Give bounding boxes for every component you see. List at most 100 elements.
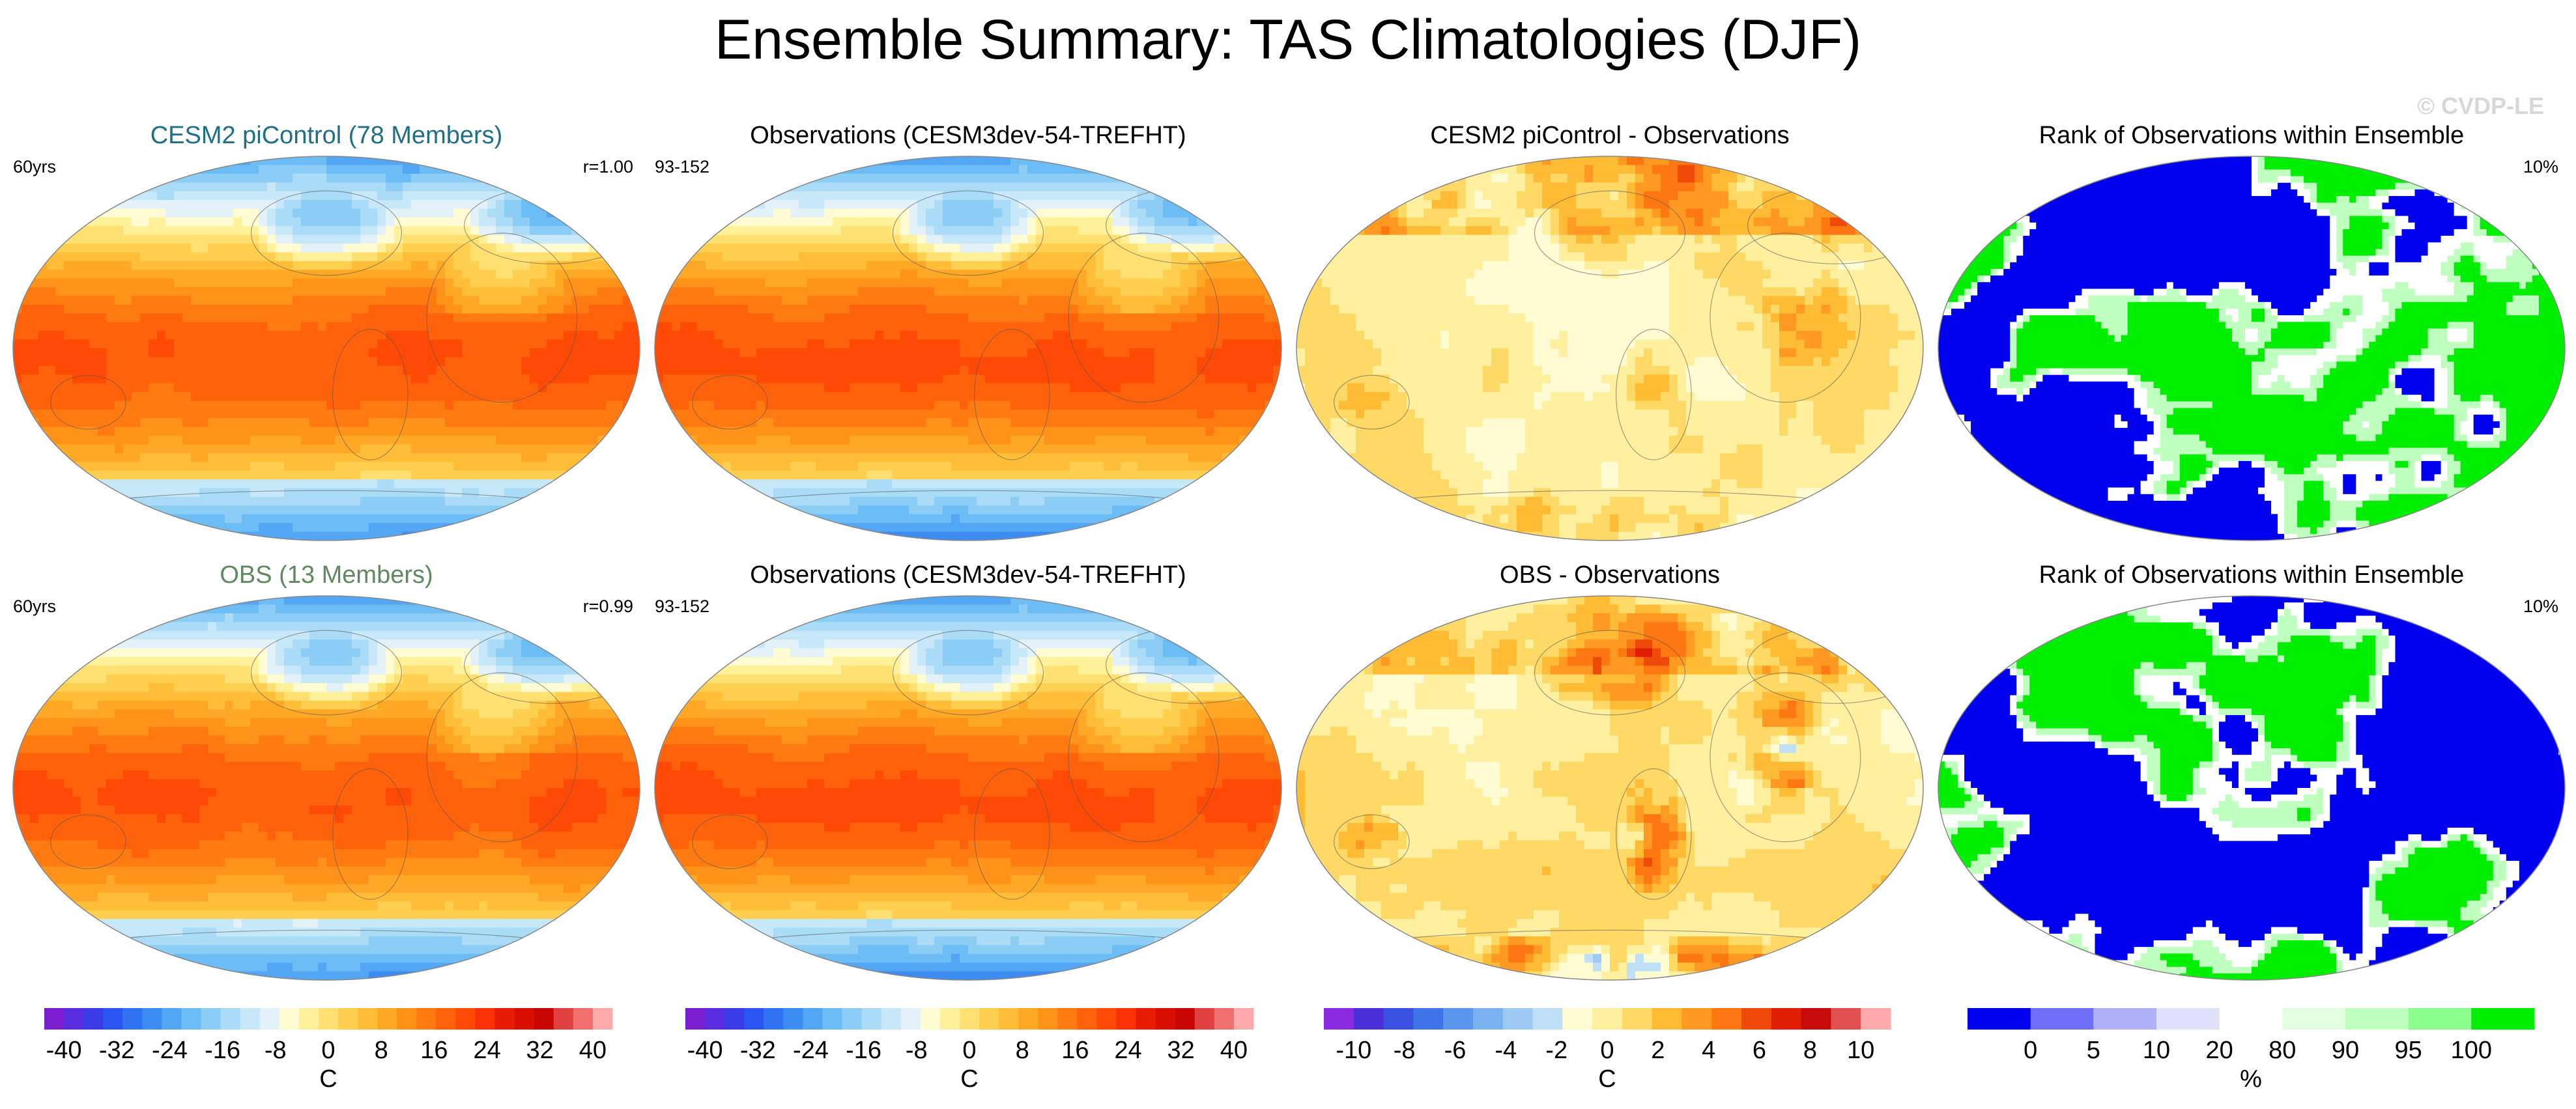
colorbar-swatch [1741,1008,1772,1030]
colorbar-swatch [475,1008,496,1030]
colorbar-swatch [1592,1008,1623,1030]
colorbar-swatch [1077,1008,1097,1030]
colorbar-tick-label: 32 [526,1037,554,1064]
colorbar-swatch [573,1008,594,1030]
colorbar-swatch [83,1008,104,1030]
colorbar-tick-label: -32 [740,1037,776,1064]
colorbar-swatch [358,1008,378,1030]
colorbar-tick-label: 95 [2395,1037,2422,1064]
panel-title: OBS (13 Members) [220,561,433,589]
watermark: © CVDP-LE [2417,92,2544,119]
colorbar-swatch [455,1008,476,1030]
panel-title: OBS - Observations [1500,561,1720,589]
panel-left-label: 93-152 [655,597,709,616]
colorbar-tick-label: 10 [1847,1037,1874,1064]
panel-diff1: CESM2 piControl - Observations [1296,122,1924,541]
colorbar-swatch [44,1008,64,1030]
colorbar-tick-label: -24 [793,1037,829,1064]
map-field [655,596,1281,980]
colorbar-swatch [783,1008,803,1030]
colorbar-swatch [1831,1008,1861,1030]
colorbar-tick-label: -24 [152,1037,188,1064]
panel-diff2: OBS - Observations [1296,561,1924,981]
map-outline [1938,595,2566,981]
map-outline [1296,156,1924,541]
colorbar-swatch [1155,1008,1176,1030]
colorbar-swatch [1214,1008,1235,1030]
colorbar-swatch [1353,1008,1384,1030]
colorbar-tick-label: -32 [99,1037,135,1064]
colorbar-swatch [318,1008,339,1030]
colorbar-swatch [1472,1008,1504,1030]
colorbar-tick-label: -4 [1495,1037,1517,1064]
panel-title: Observations (CESM3dev-54-TREFHT) [750,561,1186,589]
panel-rank2: Rank of Observations within Ensemble 10% [1938,561,2566,981]
colorbar-unit: C [960,1065,978,1093]
colorbar-swatch [64,1008,84,1030]
colorbar-tick-label: -6 [1444,1037,1467,1064]
colorbar-tick-label: 24 [473,1037,500,1064]
panel-title: CESM2 piControl (78 Members) [150,122,503,149]
colorbar-swatch [259,1008,280,1030]
colorbar-swatch [201,1008,222,1030]
colorbar-swatch [553,1008,574,1030]
colorbar-swatch [1682,1008,1712,1030]
colorbar-swatch [142,1008,162,1030]
colorbar-swatch [764,1008,784,1030]
colorbar-swatch [999,1008,1019,1030]
colorbar-cb_clim1: -40 -32 -24 -16 -8 0 8 16 24 32 40 C [44,1008,613,1093]
colorbar-tick-label: 90 [2332,1037,2359,1064]
panel-right-label: r=0.99 [583,597,633,616]
colorbar-swatch [2030,1008,2094,1030]
colorbar-cb_clim2: -40 -32 -24 -16 -8 0 8 16 24 32 40 C [685,1008,1254,1093]
colorbar-tick-label: -40 [46,1037,82,1064]
panel-right-label: r=1.00 [583,157,633,176]
panel-title: Rank of Observations within Ensemble [2039,122,2465,149]
colorbar-swatch [2282,1008,2346,1030]
colorbar-swatch [2408,1008,2472,1030]
map-outline [1296,595,1924,981]
colorbar-swatch [705,1008,725,1030]
colorbar-swatch [724,1008,745,1030]
panel-title: CESM2 piControl - Observations [1430,122,1789,149]
colorbar-tick-label: -16 [846,1037,881,1064]
colorbar-swatch [494,1008,515,1030]
colorbar-swatch [514,1008,535,1030]
panel-ens2: OBS (13 Members) 60yrs r=0.99 [12,561,640,981]
colorbar-tick-label: 24 [1114,1037,1141,1064]
colorbar-swatch [1057,1008,1078,1030]
colorbar-swatch [1771,1008,1802,1030]
colorbar-swatch [979,1008,999,1030]
colorbar-swatch [2345,1008,2409,1030]
colorbar-swatch [240,1008,261,1030]
colorbar-tick-label: 4 [1702,1037,1715,1064]
colorbar-tick-label: 0 [962,1037,976,1064]
panel-obs2: Observations (CESM3dev-54-TREFHT) 93-152 [654,561,1282,981]
colorbar-swatch [861,1008,882,1030]
colorbar-tick-label: -8 [1394,1037,1416,1064]
colorbar-tick-label: 32 [1167,1037,1195,1064]
colorbar-tick-label: 10 [2143,1037,2170,1064]
colorbar-tick-label: 8 [1016,1037,1029,1064]
colorbar-swatch [1652,1008,1682,1030]
colorbar-tick-label: 20 [2206,1037,2233,1064]
colorbar-swatch [1018,1008,1038,1030]
colorbar-swatch [803,1008,823,1030]
colorbar-tick-label: -40 [687,1037,723,1064]
colorbar-tick-label: 16 [1061,1037,1089,1064]
map-outline [654,156,1282,541]
colorbar-swatch [2156,1008,2220,1030]
colorbar-swatch [1622,1008,1653,1030]
colorbar-unit: C [1598,1065,1616,1093]
colorbar-cb_diff: -10 -8 -6 -4 -2 0 2 4 6 8 10 C [1324,1008,1891,1093]
colorbar-swatch [900,1008,921,1030]
colorbar-unit: C [319,1065,337,1093]
colorbar-swatch [377,1008,397,1030]
colorbar-tick-label: -16 [205,1037,240,1064]
colorbar-swatch [162,1008,182,1030]
colorbar-swatch [2219,1008,2283,1030]
colorbar-swatch [1038,1008,1058,1030]
colorbar-swatch [822,1008,843,1030]
colorbar-swatch [1096,1008,1117,1030]
colorbar-swatch [1324,1008,1354,1030]
